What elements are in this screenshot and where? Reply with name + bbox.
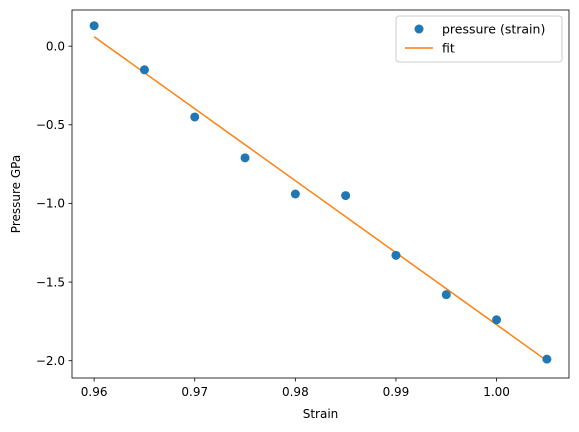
data-point [341, 191, 351, 201]
fit-line [93, 36, 548, 362]
y-axis-ticks: 0.0 −0.5 −1.0 −1.5 −2.0 [36, 39, 72, 368]
legend-box [395, 15, 563, 63]
plot-frame [71, 9, 570, 379]
x-tick-label: 0.98 [282, 385, 309, 399]
fit-line-layer [93, 36, 548, 362]
data-point [240, 153, 250, 163]
data-point [139, 65, 149, 75]
y-tick-label: −1.5 [36, 275, 65, 289]
legend-marker-pressure [414, 24, 424, 34]
scatter-points-layer [89, 21, 552, 364]
data-point [492, 315, 502, 325]
y-tick-label: −2.0 [36, 354, 65, 368]
data-point [190, 112, 200, 122]
data-point [441, 290, 451, 300]
x-tick-label: 0.96 [81, 385, 108, 399]
data-point [290, 189, 300, 199]
x-tick-label: 0.99 [383, 385, 410, 399]
x-axis-ticks: 0.96 0.97 0.98 0.99 1.00 [81, 378, 510, 399]
y-tick-label: 0.0 [46, 39, 65, 53]
legend-entry-fit: fit [442, 41, 455, 56]
legend: pressure (strain) fit [395, 15, 563, 63]
y-axis-label: Pressure GPa [9, 155, 23, 233]
y-tick-label: −1.0 [36, 197, 65, 211]
data-point [89, 21, 99, 31]
x-tick-label: 0.97 [181, 385, 208, 399]
data-point [542, 354, 552, 364]
legend-entry-pressure: pressure (strain) [442, 22, 545, 37]
x-tick-label: 1.00 [483, 385, 510, 399]
y-tick-label: −0.5 [36, 118, 65, 132]
data-point [391, 250, 401, 260]
x-axis-label: Strain [303, 407, 339, 421]
